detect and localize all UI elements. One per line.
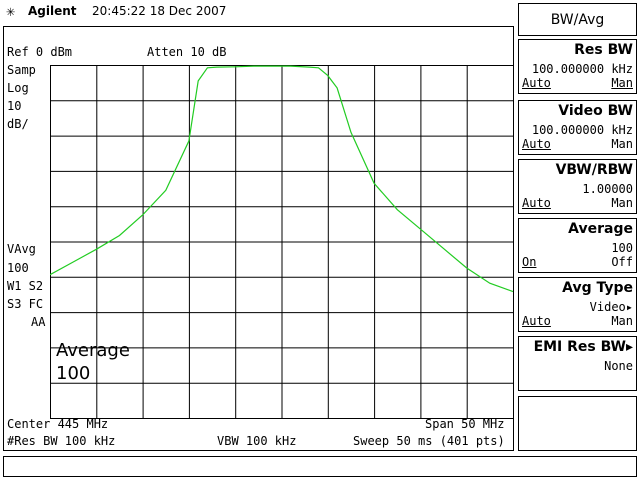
message-line bbox=[3, 456, 637, 477]
average-softkey[interactable]: Average 100 On Off bbox=[518, 218, 637, 273]
date-time: 20:45:22 18 Dec 2007 bbox=[92, 4, 227, 18]
video-bw-softkey[interactable]: Video BW 100.000000 kHz Auto Man bbox=[518, 100, 637, 155]
center-frequency: Center 445 MHz bbox=[7, 417, 109, 431]
res-bw-softkey[interactable]: Res BW 100.000000 kHz Auto Man bbox=[518, 39, 637, 94]
trace-state-label-2: S3 FC bbox=[7, 297, 44, 311]
graticule bbox=[50, 65, 514, 419]
avg-type-softkey[interactable]: Avg Type Video▸ Auto Man bbox=[518, 277, 637, 332]
softkey-option-man: Man bbox=[611, 196, 633, 210]
softkey-option-auto: Auto bbox=[522, 196, 551, 210]
softkey-title: Res BW bbox=[574, 42, 633, 58]
softkey-title: VBW/RBW bbox=[555, 162, 633, 178]
softkey-value: Video▸ bbox=[589, 300, 633, 314]
vavg-count-label: 100 bbox=[7, 261, 29, 275]
softkey-value: None bbox=[604, 359, 633, 373]
blank-softkey[interactable] bbox=[518, 396, 637, 451]
softkey-title: Avg Type bbox=[562, 280, 633, 296]
softkey-title: EMI Res BW▸ bbox=[533, 339, 633, 355]
softkey-title: Average bbox=[568, 221, 633, 237]
span: Span 50 MHz bbox=[425, 417, 505, 431]
brand-name: Agilent bbox=[28, 4, 77, 18]
softkey-option-man: Man bbox=[611, 314, 633, 328]
emi-res-bw-softkey[interactable]: EMI Res BW▸ None bbox=[518, 336, 637, 391]
graticule-svg bbox=[50, 65, 514, 419]
softkey-value: 1.00000 bbox=[582, 182, 633, 196]
trace-state-label-1: W1 S2 bbox=[7, 279, 44, 293]
attenuation: Atten 10 dB bbox=[147, 45, 227, 59]
scale-type-label: Log bbox=[7, 81, 29, 95]
softkey-title: Video BW bbox=[558, 103, 633, 119]
softkey-value: 100.000000 kHz bbox=[531, 62, 633, 76]
vbw-readout: VBW 100 kHz bbox=[217, 434, 297, 448]
vavg-label: VAvg bbox=[7, 242, 36, 256]
softkey-option-auto: Auto bbox=[522, 137, 551, 151]
average-overlay-label: Average bbox=[56, 340, 130, 361]
res-bw-readout: #Res BW 100 kHz bbox=[7, 434, 116, 448]
reference-level: Ref 0 dBm bbox=[7, 45, 73, 59]
grid-lines bbox=[50, 65, 514, 419]
softkey-option-on: On bbox=[522, 255, 537, 269]
softkey-option-off: Off bbox=[611, 255, 633, 269]
average-overlay-count: 100 bbox=[56, 363, 91, 384]
sweep-readout: Sweep 50 ms (401 pts) bbox=[353, 434, 505, 448]
vbw-rbw-softkey[interactable]: VBW/RBW 1.00000 Auto Man bbox=[518, 159, 637, 214]
spectrum-trace bbox=[50, 65, 514, 293]
scale-unit-label: dB/ bbox=[7, 117, 29, 131]
average-overlay: Average 100 bbox=[56, 339, 130, 385]
agilent-logo-icon: ✳ bbox=[6, 2, 16, 20]
softkey-option-man: Man bbox=[611, 137, 633, 151]
softkey-value: 100.000000 kHz bbox=[531, 123, 633, 137]
softkey-option-auto: Auto bbox=[522, 76, 551, 90]
detector-label: Samp bbox=[7, 63, 36, 77]
softkey-option-man: Man bbox=[611, 76, 633, 90]
menu-title: BW/Avg bbox=[518, 3, 637, 36]
softkey-value: 100 bbox=[611, 241, 633, 255]
trace-state-label-3: AA bbox=[31, 315, 46, 329]
softkey-option-auto: Auto bbox=[522, 314, 551, 328]
scale-value-label: 10 bbox=[7, 99, 22, 113]
status-bar: ✳ Agilent 20:45:22 18 Dec 2007 bbox=[0, 0, 514, 24]
